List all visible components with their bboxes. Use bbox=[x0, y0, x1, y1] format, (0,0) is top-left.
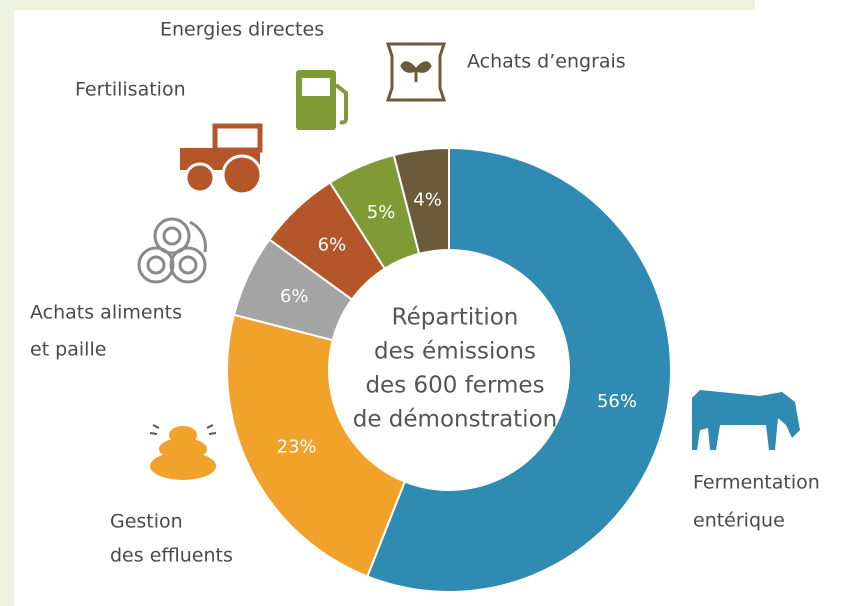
value-label: 5% bbox=[367, 202, 396, 223]
center-title: des émissions bbox=[374, 339, 536, 365]
center-title: de démonstration bbox=[353, 407, 557, 433]
category-label: entérique bbox=[693, 510, 785, 532]
poop-icon bbox=[149, 424, 217, 480]
center-title: Répartition bbox=[392, 305, 519, 331]
value-label: 56% bbox=[597, 391, 637, 412]
frame-top bbox=[0, 0, 755, 10]
value-label: 23% bbox=[277, 437, 317, 458]
category-label: Gestion bbox=[110, 511, 183, 533]
category-label: des effluents bbox=[110, 545, 233, 567]
category-label: Achats aliments bbox=[30, 302, 182, 324]
category-label: Achats d’engrais bbox=[467, 51, 626, 73]
value-label: 6% bbox=[280, 286, 309, 307]
bales-icon bbox=[137, 217, 207, 284]
frame-left bbox=[0, 0, 14, 606]
center-title: des 600 fermes bbox=[365, 373, 544, 399]
value-label: 6% bbox=[318, 234, 347, 255]
cow-icon bbox=[692, 390, 800, 450]
category-label: et paille bbox=[30, 339, 106, 361]
category-label: Energies directes bbox=[160, 19, 324, 41]
bag-icon bbox=[385, 42, 447, 102]
slice bbox=[392, 146, 450, 255]
slice bbox=[365, 146, 672, 593]
pump-icon bbox=[296, 70, 348, 130]
slice bbox=[226, 313, 407, 578]
category-label: Fertilisation bbox=[75, 79, 186, 101]
value-label: 4% bbox=[413, 189, 442, 210]
tractor-icon bbox=[180, 123, 263, 196]
category-label: Fermentation bbox=[693, 472, 820, 494]
